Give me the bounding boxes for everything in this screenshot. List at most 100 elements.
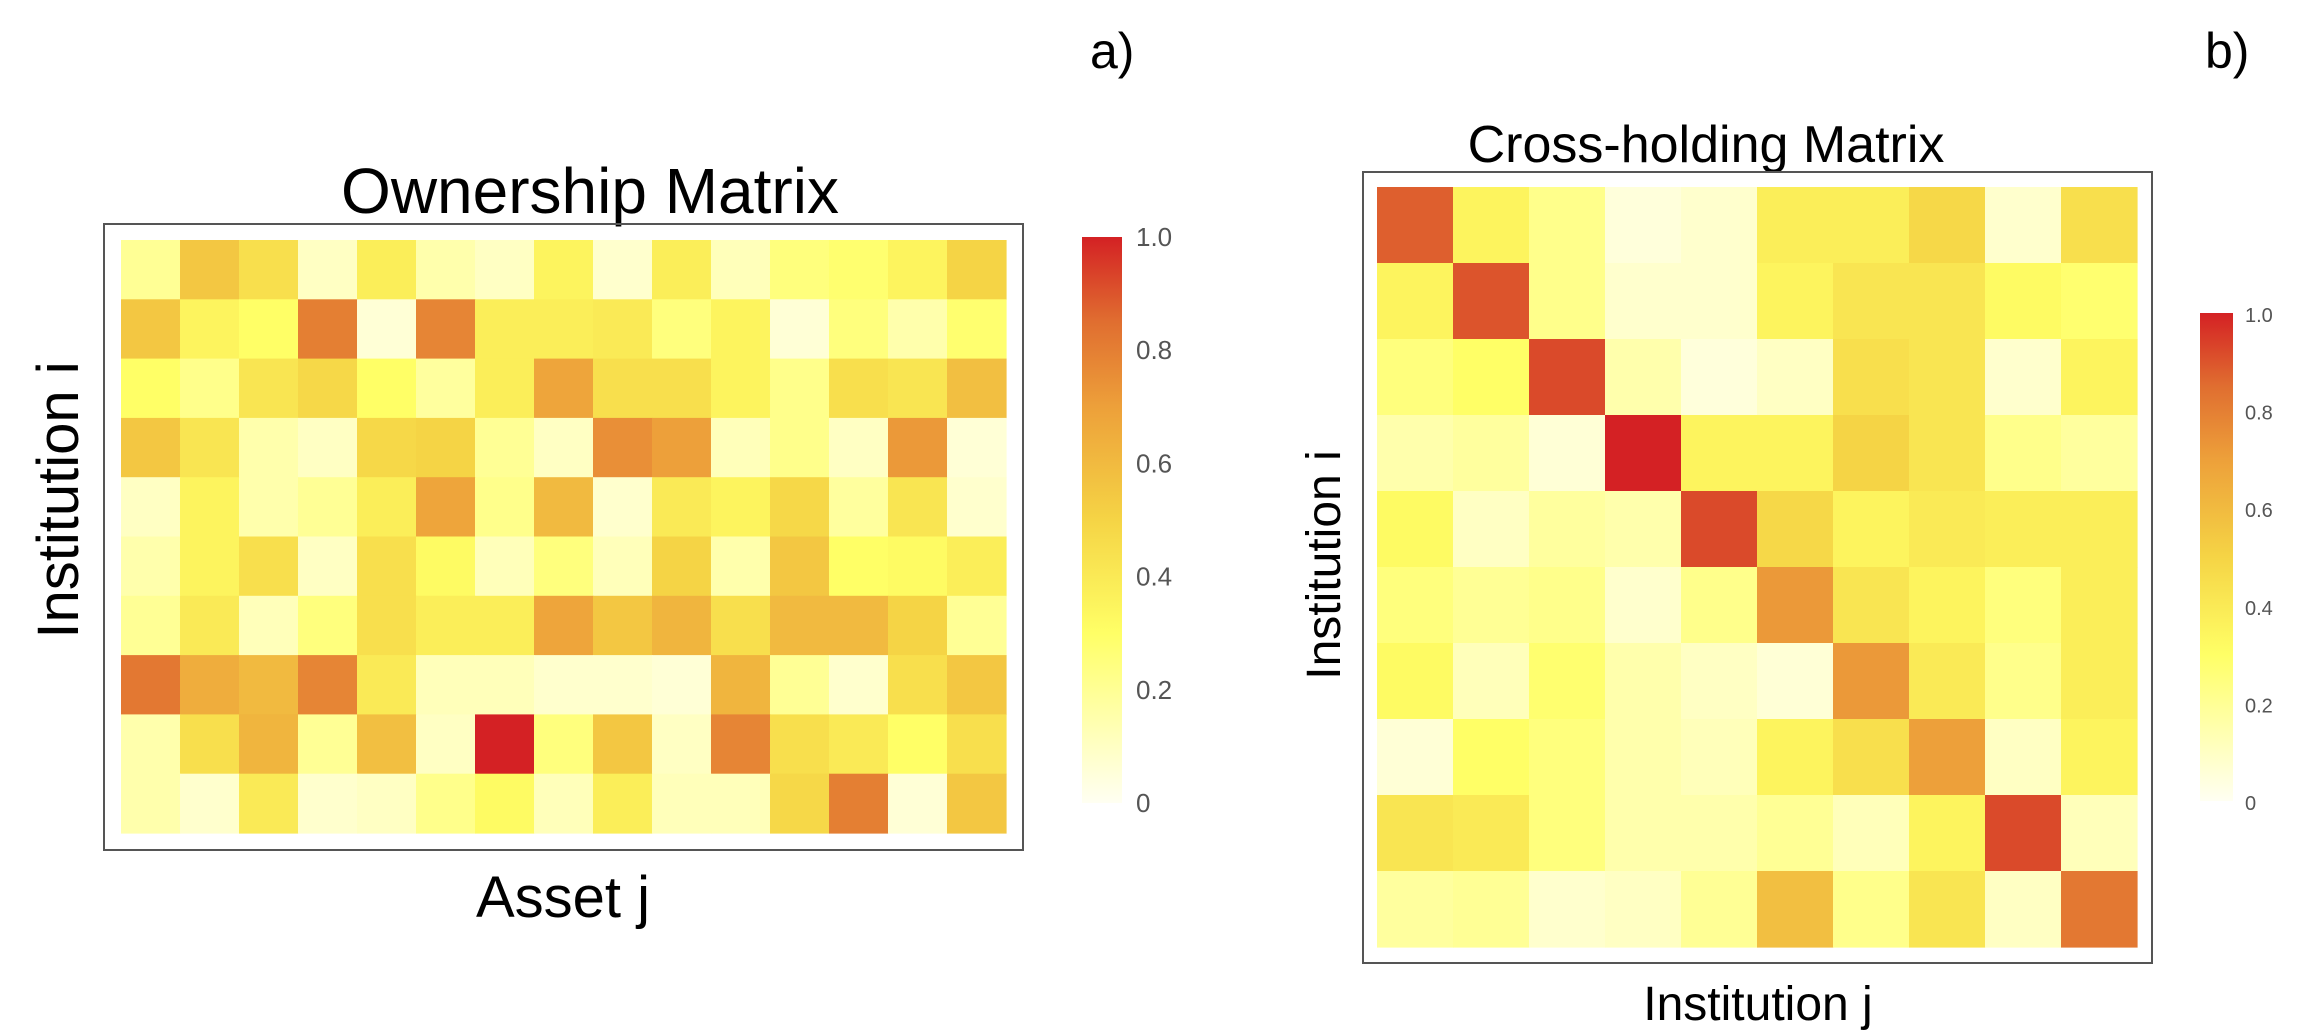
crossholding-cell-r5-c8 [1985, 567, 2062, 644]
ownership-cell-r3-c4 [357, 417, 417, 478]
crossholding-cell-r7-c6 [1833, 719, 1910, 796]
ownership-cell-r2-c6 [475, 358, 535, 419]
ownership-cell-r9-c8 [593, 773, 653, 834]
crossholding-cell-r1-c5 [1757, 263, 1834, 340]
ownership-cell-r7-c8 [593, 655, 653, 715]
ownership-cell-r8-c11 [770, 714, 830, 775]
ownership-cell-r6-c14 [947, 595, 1007, 656]
ownership-cell-r6-c7 [534, 595, 594, 656]
ownership-cell-r5-c1 [180, 536, 240, 597]
ownership-cell-r3-c12 [829, 417, 889, 478]
ownership-cell-r5-c6 [475, 536, 535, 597]
crossholding-cell-r9-c0 [1377, 871, 1454, 948]
crossholding-cell-r6-c8 [1985, 643, 2062, 720]
crossholding-plot-frame [1362, 171, 2153, 964]
crossholding-cell-r3-c5 [1757, 415, 1834, 492]
crossholding-colorbar-tick: 0.4 [2245, 598, 2273, 620]
ownership-cell-r5-c13 [888, 536, 948, 597]
ownership-cell-r1-c2 [239, 299, 299, 360]
crossholding-cell-r3-c9 [2061, 415, 2138, 492]
ownership-cell-r1-c4 [357, 299, 417, 360]
crossholding-cell-r5-c6 [1833, 567, 1910, 644]
crossholding-cell-r8-c7 [1909, 795, 1986, 872]
ownership-cell-r5-c0 [121, 536, 181, 597]
crossholding-cell-r7-c8 [1985, 719, 2062, 796]
ownership-cell-r9-c14 [947, 773, 1007, 834]
ownership-cell-r2-c1 [180, 358, 240, 419]
ownership-cell-r1-c3 [298, 299, 358, 360]
ownership-cell-r5-c12 [829, 536, 889, 597]
crossholding-cell-r7-c5 [1757, 719, 1834, 796]
ownership-cell-r3-c5 [416, 417, 476, 478]
crossholding-colorbar-tick: 0.8 [2245, 403, 2273, 425]
ownership-cell-r4-c11 [770, 477, 830, 538]
crossholding-cell-r3-c0 [1377, 415, 1454, 492]
ownership-cell-r5-c4 [357, 536, 417, 597]
ownership-cell-r1-c1 [180, 299, 240, 360]
crossholding-cell-r7-c1 [1453, 719, 1530, 796]
crossholding-cell-r5-c5 [1757, 567, 1834, 644]
crossholding-cell-r4-c5 [1757, 491, 1834, 568]
crossholding-cell-r1-c1 [1453, 263, 1530, 340]
crossholding-cell-r9-c2 [1529, 871, 1606, 948]
crossholding-colorbar-tick: 1.0 [2245, 305, 2273, 327]
ownership-cell-r6-c3 [298, 595, 358, 656]
crossholding-cell-r5-c9 [2061, 567, 2138, 644]
crossholding-cell-r9-c5 [1757, 871, 1834, 948]
ownership-cell-r4-c9 [652, 477, 712, 538]
crossholding-cell-r8-c5 [1757, 795, 1834, 872]
ownership-cell-r6-c9 [652, 595, 712, 656]
crossholding-colorbar-tick: 0.2 [2245, 695, 2273, 717]
ownership-colorbar-tick: 0 [1136, 788, 1150, 818]
crossholding-cell-r4-c8 [1985, 491, 2062, 568]
ownership-heatmap [121, 240, 1007, 834]
ownership-cell-r5-c10 [711, 536, 771, 597]
crossholding-colorbar-gradient [2200, 313, 2233, 801]
ownership-cell-r0-c11 [770, 240, 830, 300]
crossholding-cell-r0-c5 [1757, 187, 1834, 264]
crossholding-cell-r6-c2 [1529, 643, 1606, 720]
crossholding-cell-r5-c4 [1681, 567, 1758, 644]
ownership-cell-r4-c13 [888, 477, 948, 538]
ownership-cell-r0-c10 [711, 240, 771, 300]
crossholding-cell-r0-c0 [1377, 187, 1454, 264]
ownership-cell-r6-c5 [416, 595, 476, 656]
crossholding-cell-r0-c2 [1529, 187, 1606, 264]
ownership-cell-r7-c3 [298, 655, 358, 715]
ownership-cell-r1-c12 [829, 299, 889, 360]
crossholding-cell-r2-c4 [1681, 339, 1758, 416]
ownership-cell-r7-c6 [475, 655, 535, 715]
ownership-cell-r9-c7 [534, 773, 594, 834]
ownership-cell-r1-c13 [888, 299, 948, 360]
crossholding-cell-r4-c7 [1909, 491, 1986, 568]
crossholding-cell-r0-c8 [1985, 187, 2062, 264]
ownership-cell-r0-c0 [121, 240, 181, 300]
ownership-cell-r0-c6 [475, 240, 535, 300]
ownership-cell-r9-c12 [829, 773, 889, 834]
ownership-cell-r4-c10 [711, 477, 771, 538]
crossholding-cell-r2-c6 [1833, 339, 1910, 416]
ownership-cell-r8-c3 [298, 714, 358, 775]
ownership-cell-r2-c8 [593, 358, 653, 419]
crossholding-cell-r1-c2 [1529, 263, 1606, 340]
ownership-cell-r2-c12 [829, 358, 889, 419]
ownership-cell-r2-c2 [239, 358, 299, 419]
ownership-cell-r4-c5 [416, 477, 476, 538]
crossholding-xlabel: Institution j [1643, 978, 1872, 1031]
ownership-cell-r1-c0 [121, 299, 181, 360]
crossholding-cell-r4-c2 [1529, 491, 1606, 568]
ownership-cell-r9-c9 [652, 773, 712, 834]
ownership-cell-r0-c3 [298, 240, 358, 300]
ownership-cell-r7-c7 [534, 655, 594, 715]
crossholding-cell-r1-c7 [1909, 263, 1986, 340]
ownership-cell-r5-c11 [770, 536, 830, 597]
ownership-cell-r8-c9 [652, 714, 712, 775]
ownership-cell-r9-c4 [357, 773, 417, 834]
ownership-cell-r1-c6 [475, 299, 535, 360]
ownership-cell-r1-c9 [652, 299, 712, 360]
crossholding-cell-r4-c6 [1833, 491, 1910, 568]
ownership-cell-r3-c9 [652, 417, 712, 478]
ownership-cell-r8-c7 [534, 714, 594, 775]
ownership-cell-r8-c10 [711, 714, 771, 775]
ownership-cell-r7-c10 [711, 655, 771, 715]
